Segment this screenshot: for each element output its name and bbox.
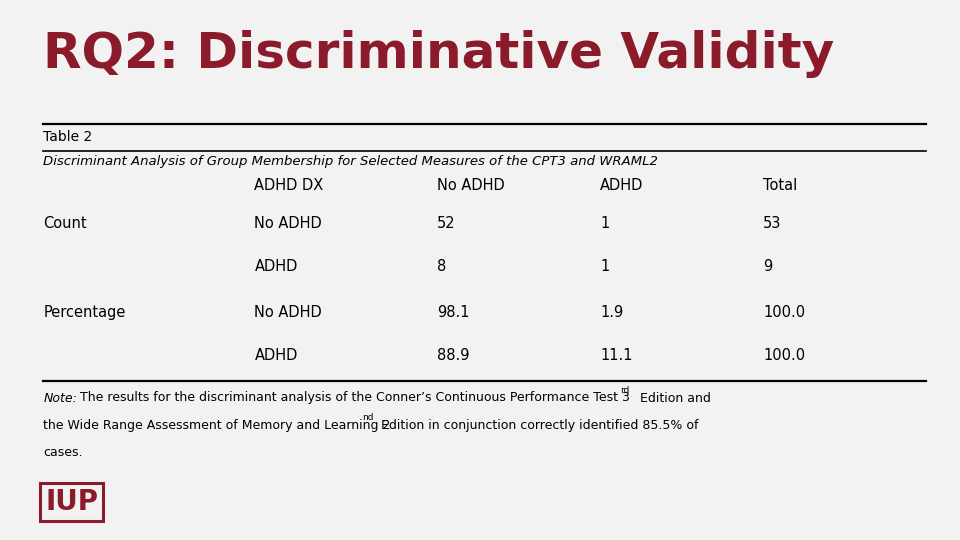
Text: No ADHD: No ADHD (437, 178, 505, 193)
Text: 1: 1 (600, 216, 610, 231)
Text: IUP: IUP (45, 488, 98, 516)
Text: ADHD: ADHD (254, 348, 298, 363)
Text: ADHD: ADHD (600, 178, 643, 193)
Text: 9: 9 (763, 259, 773, 274)
Text: 53: 53 (763, 216, 781, 231)
Text: ADHD DX: ADHD DX (254, 178, 324, 193)
Text: Edition and: Edition and (636, 392, 711, 404)
Text: Discriminant Analysis of Group Membership for Selected Measures of the CPT3 and : Discriminant Analysis of Group Membershi… (43, 155, 658, 168)
Text: Total: Total (763, 178, 798, 193)
Text: 11.1: 11.1 (600, 348, 633, 363)
Text: Count: Count (43, 216, 86, 231)
Text: 52: 52 (437, 216, 455, 231)
Text: RQ2: Discriminative Validity: RQ2: Discriminative Validity (43, 30, 834, 78)
Text: ADHD: ADHD (254, 259, 298, 274)
Text: No ADHD: No ADHD (254, 305, 323, 320)
Text: 100.0: 100.0 (763, 348, 805, 363)
Text: Percentage: Percentage (43, 305, 126, 320)
Text: Note:: Note: (43, 392, 77, 404)
Text: 88.9: 88.9 (437, 348, 469, 363)
Text: 98.1: 98.1 (437, 305, 469, 320)
Text: No ADHD: No ADHD (254, 216, 323, 231)
Text: 1.9: 1.9 (600, 305, 623, 320)
Text: Table 2: Table 2 (43, 130, 92, 144)
Text: Edition in conjunction correctly identified 85.5% of: Edition in conjunction correctly identif… (377, 418, 699, 431)
Text: rd: rd (620, 386, 630, 395)
Text: the Wide Range Assessment of Memory and Learning 2: the Wide Range Assessment of Memory and … (43, 418, 391, 431)
Text: 100.0: 100.0 (763, 305, 805, 320)
Text: The results for the discriminant analysis of the Conner’s Continuous Performance: The results for the discriminant analysi… (76, 392, 630, 404)
Text: nd: nd (362, 413, 373, 422)
Text: cases.: cases. (43, 446, 83, 458)
Text: 8: 8 (437, 259, 446, 274)
Text: 1: 1 (600, 259, 610, 274)
